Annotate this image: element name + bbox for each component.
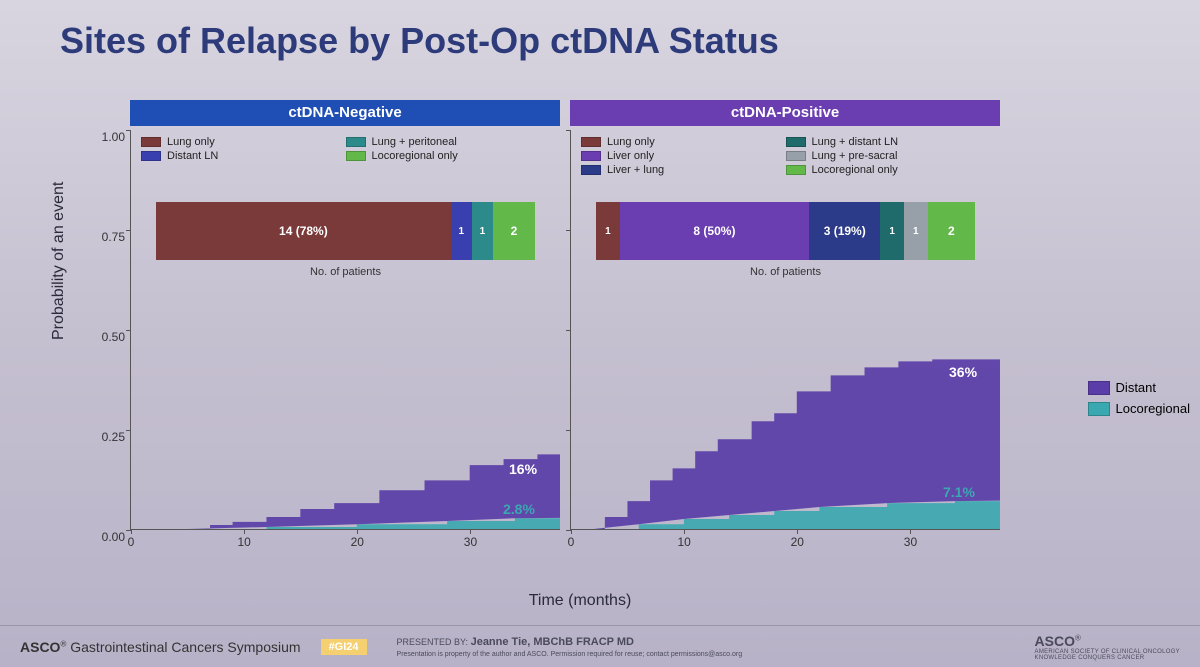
ytick-label: 0.25 — [91, 430, 125, 444]
footer: ASCO® Gastrointestinal Cancers Symposium… — [0, 625, 1200, 667]
legend-swatch — [1088, 381, 1110, 395]
xtick-label: 30 — [904, 535, 917, 549]
footer-right-logo: ASCO® AMERICAN SOCIETY OF CLINICAL ONCOL… — [1035, 633, 1180, 661]
chart-area: Probability of an event Time (months) ct… — [130, 100, 1030, 580]
cuminc-area-left — [131, 130, 560, 529]
legend-swatch — [1088, 402, 1110, 416]
cuminc-area-right — [571, 130, 1000, 529]
distant-pct-label: 36% — [949, 364, 977, 380]
plot-right: Lung onlyLung + distant LNLiver onlyLung… — [570, 130, 1000, 530]
panel-ctdna-positive: ctDNA-Positive Lung onlyLung + distant L… — [570, 100, 1000, 560]
xtick-label: 20 — [791, 535, 804, 549]
xtick-label: 30 — [464, 535, 477, 549]
ytick-label: 0.50 — [91, 330, 125, 344]
hashtag-badge: #GI24 — [321, 639, 367, 655]
panel-right-header: ctDNA-Positive — [570, 100, 1000, 126]
plot-left: Lung onlyLung + peritonealDistant LNLoco… — [130, 130, 560, 530]
ytick-label: 1.00 — [91, 130, 125, 144]
x-axis-label: Time (months) — [130, 592, 1030, 610]
loco-pct-label: 7.1% — [943, 484, 975, 500]
xtick-label: 10 — [237, 535, 250, 549]
xtick-label: 0 — [568, 535, 575, 549]
panel-left-header: ctDNA-Negative — [130, 100, 560, 126]
legend-label: Locoregional — [1116, 401, 1190, 416]
distant-pct-label: 16% — [509, 461, 537, 477]
area-distant — [187, 454, 560, 529]
loco-pct-label: 2.8% — [503, 501, 535, 517]
xtick-label: 10 — [677, 535, 690, 549]
y-axis-label: Probability of an event — [50, 182, 68, 340]
footer-presenter: PRESENTED BY: Jeanne Tie, MBChB FRACP MD… — [397, 636, 743, 658]
side-legend: Distant Locoregional — [1088, 380, 1190, 422]
xtick-label: 0 — [128, 535, 135, 549]
ytick-label: 0.00 — [91, 530, 125, 544]
slide-title: Sites of Relapse by Post-Op ctDNA Status — [60, 20, 779, 62]
ytick-label: 0.75 — [91, 230, 125, 244]
legend-item: Distant — [1088, 380, 1190, 395]
legend-label: Distant — [1116, 380, 1156, 395]
panel-ctdna-negative: ctDNA-Negative Lung onlyLung + peritonea… — [130, 100, 560, 560]
slide-root: Sites of Relapse by Post-Op ctDNA Status… — [0, 0, 1200, 667]
legend-item: Locoregional — [1088, 401, 1190, 416]
footer-conference: ASCO® Gastrointestinal Cancers Symposium — [20, 639, 301, 655]
xtick-label: 20 — [351, 535, 364, 549]
